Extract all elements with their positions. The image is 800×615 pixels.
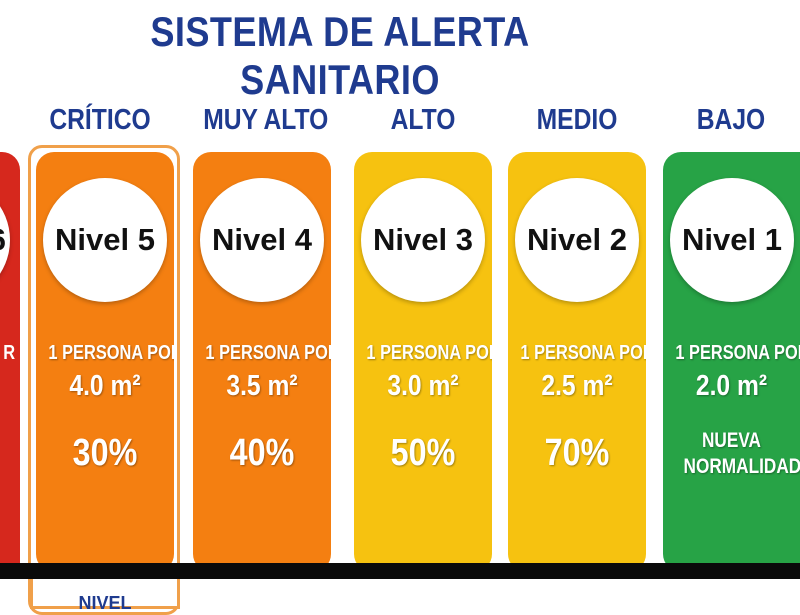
level-badge-1-text: Nivel 1 — [682, 222, 782, 257]
area-text-3: 3.0 m² — [387, 370, 459, 402]
level-card-3: Nivel 3 1 PERSONA POR 3.0 m² 50% — [354, 152, 492, 572]
capacity-text-4: 1 PERSONA POR — [205, 342, 331, 364]
bottom-fragment-text: NIVEL — [78, 593, 132, 613]
level-badge-2: Nivel 2 — [515, 178, 639, 302]
level-badge-5: Nivel 5 — [43, 178, 167, 302]
capacity-text-2: 1 PERSONA POR — [520, 342, 646, 364]
capacity-text-1: 1 PERSONA POR — [675, 342, 800, 364]
area-text-5: 4.0 m² — [69, 370, 141, 402]
capacity-text-5: 1 PERSONA POR — [48, 342, 174, 364]
status-note-1: NUEVA NORMALIDAD — [683, 429, 800, 478]
capacity-percent-5: 30% — [72, 432, 138, 474]
capacity-text-3: 1 PERSONA POR — [366, 342, 492, 364]
page-title: SISTEMA DE ALERTA SANITARIO — [150, 8, 530, 103]
capacity-percent-2: 70% — [544, 432, 610, 474]
level-card-4: Nivel 4 1 PERSONA POR 3.5 m² 40% — [193, 152, 331, 572]
level-badge-3: Nivel 3 — [361, 178, 485, 302]
level-badge-4-text: Nivel 4 — [212, 222, 312, 257]
capacity-percent-3: 50% — [390, 432, 456, 474]
level-card-5: Nivel 5 1 PERSONA POR 4.0 m² 30% — [36, 152, 174, 572]
level-badge-6: 6 — [0, 178, 10, 302]
level-badge-2-text: Nivel 2 — [527, 222, 627, 257]
area-text-2: 2.5 m² — [541, 370, 613, 402]
level-label-critico: CRÍTICO — [49, 104, 151, 136]
level-badge-3-text: Nivel 3 — [373, 222, 473, 257]
level-badge-5-text: Nivel 5 — [55, 222, 155, 257]
level-card-2: Nivel 2 1 PERSONA POR 2.5 m² 70% — [508, 152, 646, 572]
capacity-text-6: R — [3, 342, 16, 364]
bottom-fragment-box: NIVEL — [30, 579, 180, 613]
level-card-6: 6 R — [0, 152, 20, 572]
level-badge-4: Nivel 4 — [200, 178, 324, 302]
bottom-divider-bar — [0, 563, 800, 579]
area-text-4: 3.5 m² — [226, 370, 298, 402]
capacity-percent-4: 40% — [229, 432, 295, 474]
area-text-1: 2.0 m² — [695, 370, 768, 402]
level-label-medio: MEDIO — [536, 104, 618, 136]
level-label-bajo: BAJO — [696, 104, 766, 136]
level-label-muy-alto: MUY ALTO — [203, 104, 329, 136]
level-badge-6-text: 6 — [0, 222, 6, 258]
level-badge-1: Nivel 1 — [670, 178, 794, 302]
level-card-1: Nivel 1 1 PERSONA POR 2.0 m² NUEVA NORMA… — [663, 152, 800, 572]
level-label-alto: ALTO — [390, 104, 456, 136]
